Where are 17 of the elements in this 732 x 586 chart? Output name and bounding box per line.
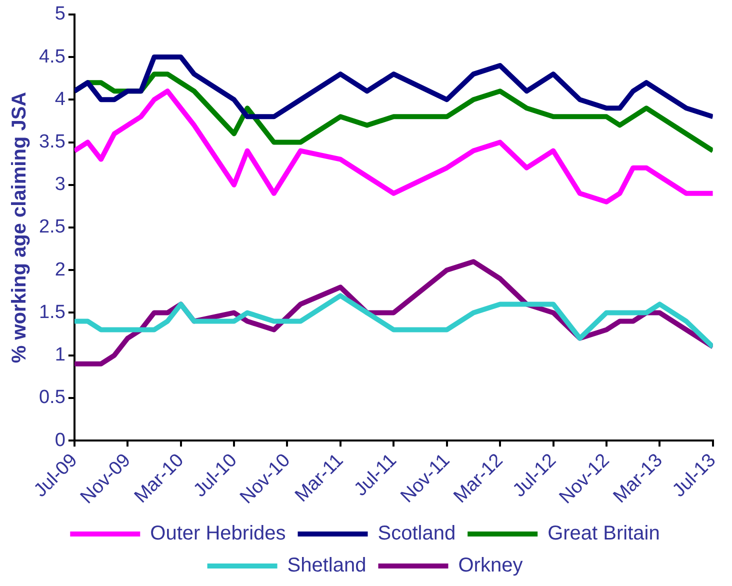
legend-label: Shetland — [287, 554, 366, 577]
legend-label: Scotland — [378, 522, 456, 545]
y-tick-label: 2.5 — [38, 216, 66, 238]
y-tick-label: 0 — [54, 430, 66, 451]
y-tick-label: 1 — [54, 344, 66, 366]
y-tick-label: 4 — [54, 88, 66, 110]
y-tick-label: 1.5 — [38, 302, 66, 323]
y-tick-label: 4.5 — [38, 46, 66, 68]
y-tick-label: 0.5 — [38, 387, 66, 408]
legend-label: Orkney — [458, 554, 523, 577]
y-tick-label: 3 — [54, 174, 66, 196]
y-tick-label: 5 — [54, 4, 66, 25]
y-tick-label: 2 — [54, 259, 66, 280]
y-tick-label: 3.5 — [38, 131, 66, 152]
legend-label: Great Britain — [548, 522, 660, 545]
y-axis-title: % working age claiming JSA — [8, 92, 31, 364]
legend-label: Outer Hebrides — [150, 522, 286, 545]
